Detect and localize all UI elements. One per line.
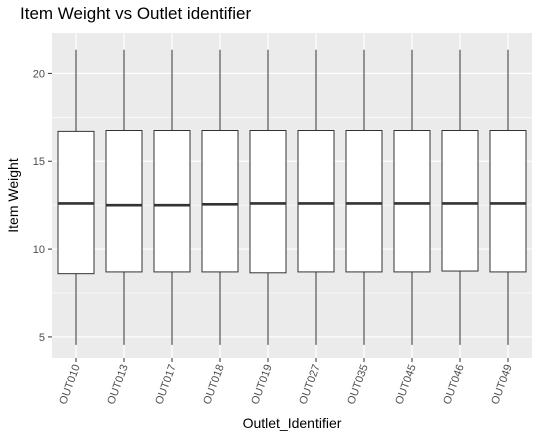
box-body [489,130,527,273]
x-tick-label: OUT027 [297,363,322,406]
box-OUT045 [393,49,431,345]
box-OUT017 [153,49,191,345]
y-axis-title: Item Weight [5,158,21,233]
x-tick-label: OUT035 [345,363,370,406]
x-axis-title: Outlet_Identifier [243,415,342,431]
box-OUT035 [345,49,383,345]
box-body [297,130,335,273]
box-body [441,130,479,272]
x-tick-label: OUT018 [201,363,226,406]
box-OUT019 [249,49,287,345]
y-tick-label: 5 [39,332,45,344]
box-body [393,130,431,273]
x-tick-label: OUT017 [153,363,178,406]
x-tick-label: OUT013 [105,363,130,406]
box-body [153,130,191,273]
box-OUT010 [57,49,95,345]
box-OUT018 [201,49,239,345]
box-OUT013 [105,49,143,345]
boxes-layer [57,49,527,345]
box-OUT046 [441,49,479,345]
box-OUT049 [489,49,527,345]
y-tick-label: 20 [33,68,45,80]
x-tick-label: OUT046 [441,363,466,406]
y-axis: 5 10 15 20 [33,68,52,344]
box-body [201,130,239,273]
box-OUT027 [297,49,335,345]
x-tick-label: OUT045 [393,363,418,406]
y-tick-label: 15 [33,156,45,168]
x-tick-label: OUT019 [249,363,274,406]
x-tick-label: OUT049 [489,363,514,406]
box-body [249,130,287,274]
x-axis: OUT010 OUT013 OUT017 OUT018 OUT019 OUT027 OUT0… [57,358,515,406]
box-body [345,130,383,273]
box-body [105,130,143,273]
y-tick-label: 10 [33,244,45,256]
chart-title: Item Weight vs Outlet identifier [20,4,252,23]
x-tick-label: OUT010 [57,363,82,406]
